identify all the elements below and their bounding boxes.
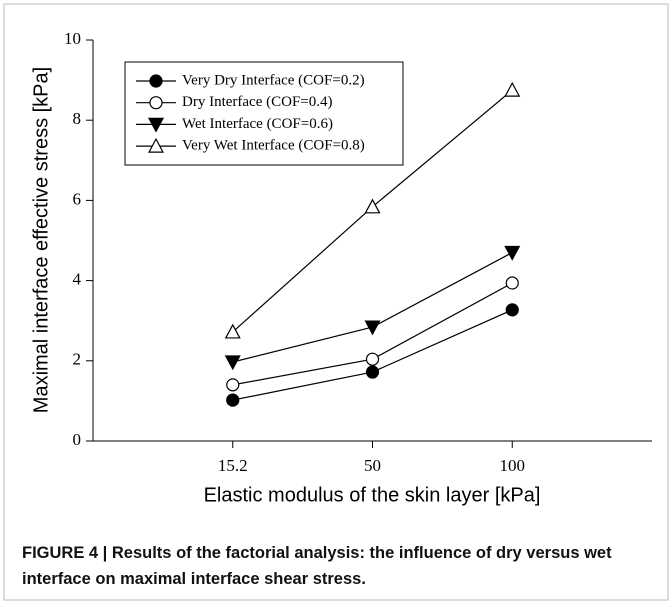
point [226, 378, 240, 392]
x-tick-label: 15.2 [218, 456, 248, 475]
point [504, 81, 521, 97]
legend-marker [149, 74, 163, 88]
y-tick-label: 10 [64, 29, 81, 48]
x-tick-label: 100 [500, 456, 526, 475]
point [226, 393, 240, 407]
y-tick-label: 0 [73, 430, 82, 449]
point [505, 276, 519, 290]
point [224, 355, 241, 371]
y-tick-label: 8 [73, 109, 82, 128]
y-tick-label: 2 [73, 350, 82, 369]
y-tick-label: 4 [73, 270, 82, 289]
legend-label: Very Wet Interface (COF=0.8) [182, 138, 365, 154]
point [504, 245, 521, 261]
frame [3, 3, 669, 601]
point [505, 303, 519, 317]
caption: FIGURE 4 | Results of the factorial anal… [22, 544, 612, 588]
legend-marker [147, 117, 165, 133]
series-line [232, 252, 513, 363]
y-tick-label: 6 [73, 189, 82, 208]
point [364, 320, 381, 336]
legend [124, 61, 404, 166]
legend-marker [147, 137, 165, 153]
point [364, 198, 381, 214]
point [365, 365, 380, 379]
legend-label: Very Dry Interface (COF=0.2) [182, 72, 365, 88]
legend-marker [149, 96, 163, 110]
legend-label: Dry Interface (COF=0.4) [182, 94, 333, 110]
x-axis-label: Elastic modulus of the skin layer [kPa] [204, 484, 541, 506]
point [365, 352, 380, 366]
point [224, 323, 241, 339]
y-axis-label: Maximal interface effective stress [kPa] [30, 67, 52, 413]
legend-label: Wet Interface (COF=0.6) [182, 116, 333, 132]
x-tick-label: 50 [364, 456, 381, 475]
